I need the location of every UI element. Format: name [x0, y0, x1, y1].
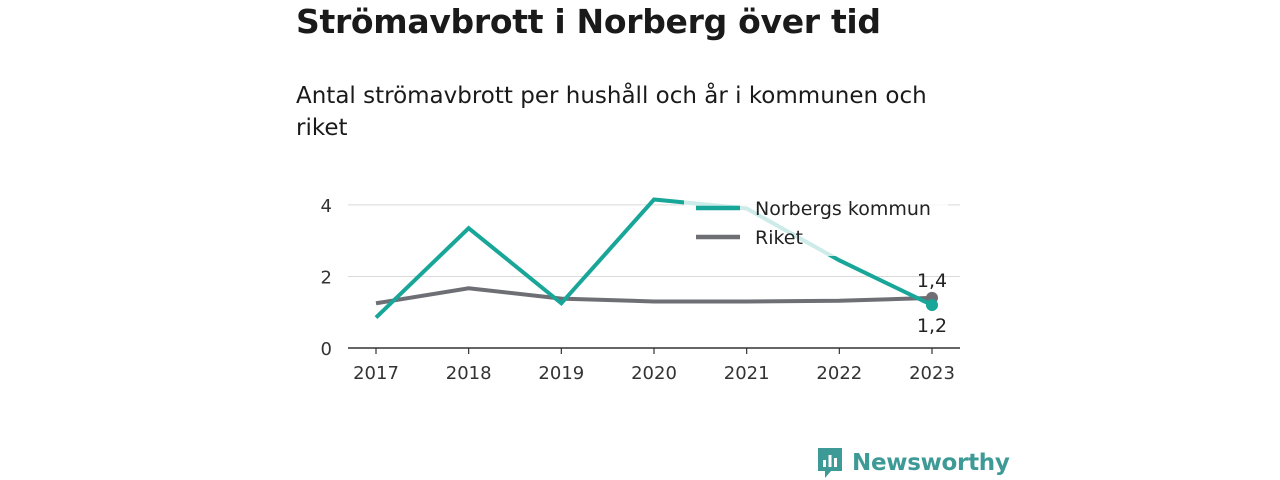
x-tick-label-2023: 2023: [909, 363, 955, 384]
series-lines: [374, 197, 938, 320]
end-label-norbergs-kommun: 1,2: [917, 315, 947, 337]
series-line-norbergs-kommun: [374, 197, 933, 320]
x-tick-label-2017: 2017: [353, 363, 399, 384]
y-axis-ticks: 0 2 4: [321, 196, 332, 360]
x-tick-label-2020: 2020: [631, 363, 677, 384]
legend-background: [684, 190, 948, 256]
legend-label-riket: Riket: [755, 227, 803, 249]
x-tick-label-2021: 2021: [724, 363, 770, 384]
newsworthy-brand: Newsworthy: [816, 446, 1010, 480]
y-tick-label-2: 2: [321, 267, 332, 288]
end-label-riket: 1,4: [917, 270, 947, 292]
end-labels: 1,4 1,2: [917, 270, 947, 337]
chart-title: Strömavbrott i Norberg över tid: [296, 2, 881, 41]
legend-label-norbergs-kommun: Norbergs kommun: [755, 198, 931, 220]
x-tick-label-2018: 2018: [446, 363, 492, 384]
brand-name: Newsworthy: [852, 450, 1010, 476]
legend: Norbergs kommun Riket: [684, 190, 948, 256]
x-tick-label-2022: 2022: [816, 363, 862, 384]
y-tick-label-4: 4: [321, 196, 332, 217]
x-axis: 2017 2018 2019 2020 2021 2022 2023: [348, 347, 960, 384]
series-end-point-norbergs-kommun: [926, 299, 938, 312]
chart-subtitle: Antal strömavbrott per hushåll och år i …: [296, 83, 927, 141]
x-tick-label-2019: 2019: [538, 363, 584, 384]
newsworthy-logo-icon: [818, 448, 842, 478]
series-line-riket: [375, 286, 933, 306]
y-tick-label-0: 0: [321, 339, 332, 360]
